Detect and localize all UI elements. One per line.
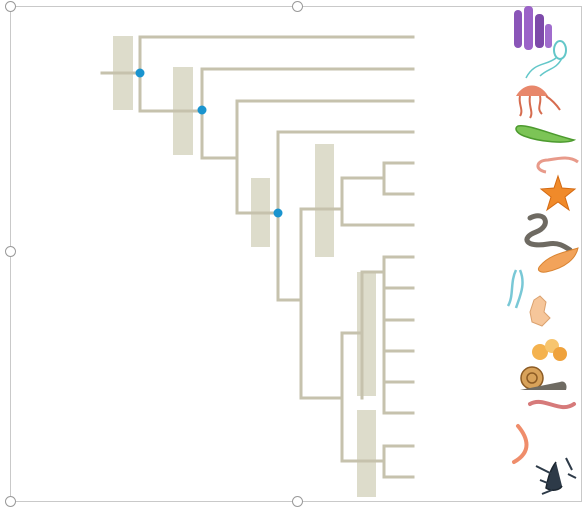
node-3	[235, 99, 415, 215]
sea-star-icon	[539, 174, 577, 212]
clade-bar	[357, 410, 376, 497]
hydra-icon	[506, 269, 524, 309]
node-marker	[273, 208, 283, 218]
sponge-icon	[514, 6, 552, 50]
comb-jelly-icon	[525, 40, 567, 79]
clade-bars	[113, 36, 376, 497]
sea-slug-icon	[537, 247, 579, 273]
snail-icon	[520, 366, 567, 390]
clam-icon	[532, 339, 567, 361]
node-9	[360, 270, 386, 400]
lobster-icon	[535, 457, 577, 495]
resize-handle-middle-left[interactable]	[5, 246, 16, 257]
node-11	[382, 444, 415, 479]
node-6	[340, 176, 415, 227]
lamprey-icon	[524, 213, 573, 253]
roundworm-icon	[536, 156, 579, 174]
node-5	[299, 207, 344, 400]
node-7	[382, 161, 415, 196]
node-10	[382, 255, 415, 415]
flatworm-icon	[515, 125, 577, 143]
resize-handle-top-left[interactable]	[5, 1, 16, 12]
earthworm-icon	[512, 424, 529, 464]
node-marker	[135, 68, 145, 78]
resize-handle-top-center[interactable]	[292, 1, 303, 12]
node-4	[276, 130, 415, 302]
node-8	[340, 331, 386, 463]
annelid-worm-icon	[528, 400, 576, 410]
bryozoan-icon	[529, 295, 551, 327]
tree-branches	[100, 35, 415, 479]
jellyfish-icon	[516, 85, 561, 119]
node-marker	[197, 105, 207, 115]
node-2	[200, 67, 415, 160]
clade-bar	[315, 144, 334, 257]
